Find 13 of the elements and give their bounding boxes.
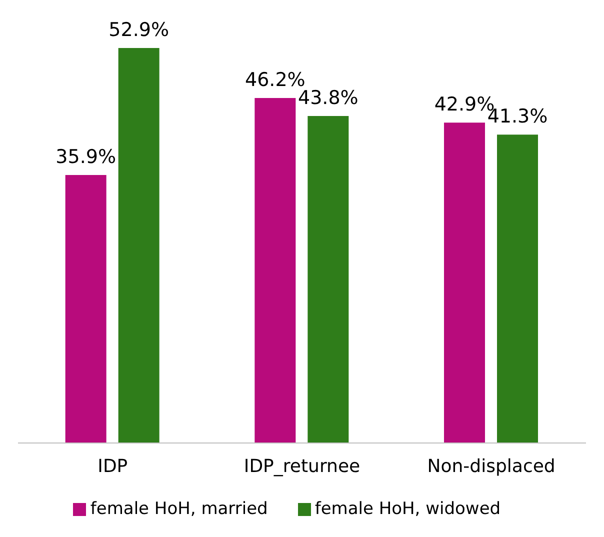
- legend-label: female HoH, widowed: [314, 499, 501, 519]
- bar: [308, 116, 349, 443]
- bar: [497, 134, 538, 443]
- bar: [444, 122, 485, 443]
- bar: [118, 48, 160, 443]
- data-label: 35.9%: [56, 146, 116, 168]
- x-tick-label: IDP_returnee: [244, 456, 360, 477]
- bar: [65, 174, 106, 443]
- x-tick-label: IDP: [98, 456, 128, 477]
- bar: [254, 98, 296, 443]
- legend-label: female HoH, married: [90, 499, 268, 519]
- x-tick-label: Non-displaced: [427, 456, 556, 477]
- data-label: 52.9%: [108, 19, 170, 41]
